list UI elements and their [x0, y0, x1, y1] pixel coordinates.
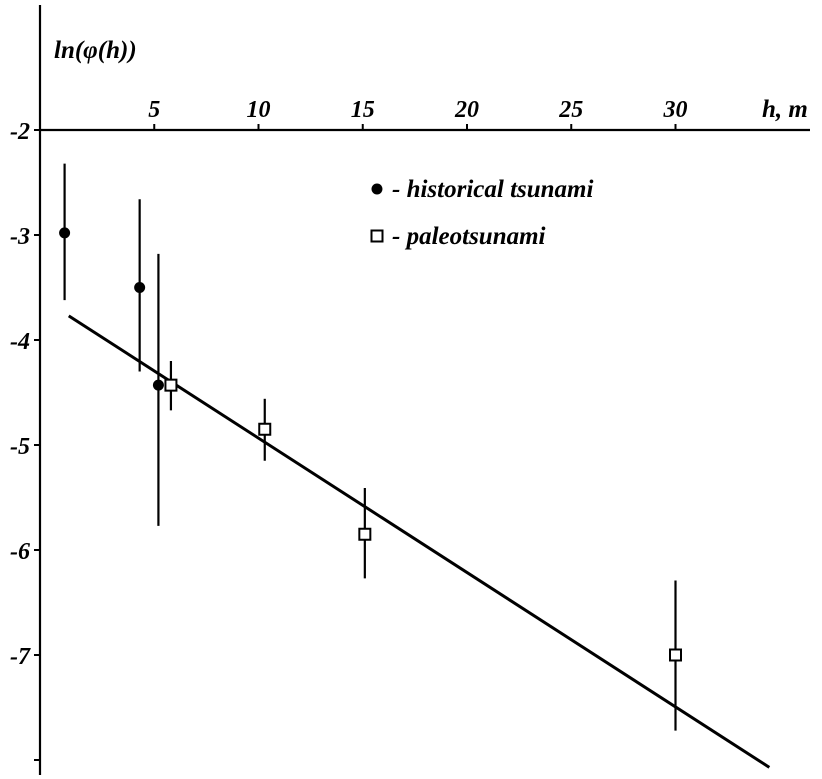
legend-label: - paleotsunami — [392, 223, 546, 250]
y-tick-label: -3 — [10, 224, 30, 250]
paleo-point — [358, 527, 372, 541]
x-tick-label: 10 — [247, 97, 271, 123]
y-tick-label: -4 — [10, 329, 30, 355]
error-bars — [63, 163, 677, 731]
x-tick-label: 30 — [663, 97, 688, 123]
legend-marker-paleo — [370, 229, 384, 243]
y-tick-label: -5 — [10, 434, 30, 460]
x-axis-label: h, m — [762, 96, 808, 123]
legend: - historical tsunami - paleotsunami — [370, 176, 593, 250]
paleo-point — [669, 648, 682, 662]
y-axis-label: ln(φ(h)) — [54, 37, 137, 64]
fit-line-group — [67, 314, 771, 769]
y-tick-label: -7 — [10, 644, 31, 670]
x-tick-label: 20 — [454, 97, 479, 123]
legend-marker-historical — [371, 183, 383, 195]
paleo-point — [258, 422, 272, 436]
axes — [34, 5, 810, 775]
y-tick-label: -6 — [10, 539, 30, 565]
historical-point — [134, 282, 146, 293]
legend-label: - historical tsunami — [392, 176, 593, 203]
paleo-point — [164, 378, 178, 392]
fit-line — [67, 314, 771, 769]
data-points — [59, 227, 682, 662]
y-tick-label: -2 — [10, 119, 30, 145]
historical-point — [59, 227, 71, 239]
x-tick-label: 15 — [351, 97, 375, 123]
historical-point — [152, 379, 164, 391]
tick-labels: -2 -3 -4 -5 -6 -7 5 10 15 20 25 30 — [10, 97, 688, 670]
x-tick-label: 5 — [148, 97, 160, 123]
x-tick-label: 25 — [558, 97, 583, 123]
